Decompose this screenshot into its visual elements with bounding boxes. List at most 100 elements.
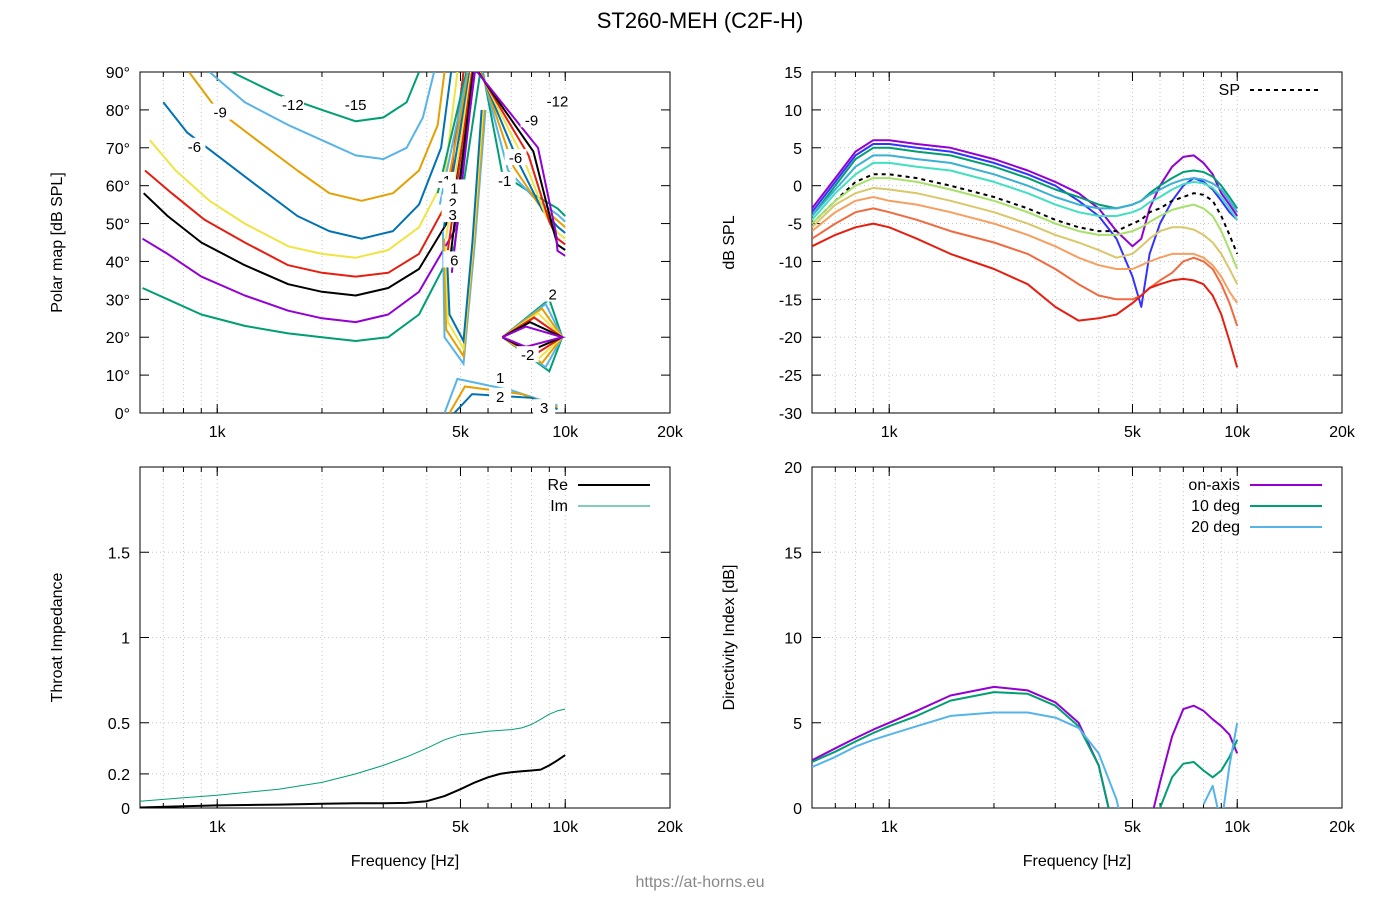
impedance-x-tick-label: 1k (209, 819, 227, 836)
directivity-y-tick-label: 0 (793, 801, 802, 818)
contour-label: 3 (540, 400, 548, 417)
spl-series-40-deg (812, 161, 1239, 221)
contour-notch (441, 109, 487, 367)
contour-label-bg (516, 346, 539, 363)
spl-panel: 1k 5k 10k 20k -30 -25 -20 -15 -10 -5 0 5 10 15 dB SPL S… (721, 65, 1356, 441)
polar-y-tick-label: 70° (106, 141, 130, 158)
polar-y-tick-label: 20° (106, 330, 130, 347)
spl-y-tick-label: -10 (779, 254, 802, 271)
spl-series-10-deg (812, 143, 1238, 308)
impedance-legend-label: Im (550, 498, 568, 515)
contour-label-bg (441, 205, 464, 222)
spl-y-tick-label: -20 (779, 330, 802, 347)
spl-x-tick-label: 1k (881, 424, 899, 441)
contour-level-3 (142, 72, 482, 342)
contour-label: 6 (450, 252, 458, 269)
polar-y-tick-label: 10° (106, 368, 130, 385)
contour-label-bg (489, 387, 512, 404)
contour-label: 1 (450, 180, 458, 197)
directivity-x-tick-label: 1k (881, 819, 899, 836)
contour-label: -6 (188, 139, 201, 156)
directivity-y-tick-label: 5 (793, 716, 802, 733)
polar-y-tick-label: 40° (106, 254, 130, 271)
spl-series-50-deg (812, 177, 1239, 270)
contour-level--15 (231, 72, 420, 123)
contour-label-bg (281, 96, 304, 113)
contour-label-bg (541, 285, 564, 302)
directivity-x-tick-label: 5k (1124, 819, 1142, 836)
directivity-plot-border (811, 466, 1343, 809)
spl-y-tick-label: 10 (784, 103, 802, 120)
contour-label-bg (520, 111, 543, 128)
contour-label: -9 (525, 112, 538, 129)
contour-island (501, 325, 566, 348)
contour-level--9 (188, 72, 446, 202)
figure-title: ST260-MEH (C2F-H) (597, 8, 804, 33)
contour-label: -15 (345, 97, 367, 114)
contour-level--12 (208, 72, 436, 161)
contour-label-bg (489, 368, 512, 385)
contour-lobe (446, 72, 566, 251)
impedance-x-axis-label: Frequency [Hz] (351, 853, 459, 870)
impedance-y-tick-label: 0 (121, 801, 130, 818)
spl-series-30-deg (812, 154, 1239, 217)
contour-lobe (438, 72, 566, 223)
directivity-series-10-deg (812, 691, 1239, 808)
contour-label-bg (183, 137, 206, 154)
impedance-y-axis-label: Throat Impedance (49, 572, 66, 702)
directivity-x-tick-label: 10k (1224, 819, 1251, 836)
directivity-series-on-axis (812, 685, 1239, 808)
contour-label-bg (546, 92, 569, 109)
impedance-y-tick-label: 0.5 (108, 716, 130, 733)
spl-series-sp (812, 173, 1239, 255)
impedance-y-tick-label: 0.2 (108, 767, 130, 784)
polar-map-panel: 1k 5k 10k 20k 0° 10° 20° 30° 40° 50° 60° 70° 80° 90° P… (49, 65, 684, 441)
spl-y-tick-label: -5 (788, 217, 802, 234)
directivity-legend-label: 20 deg (1191, 519, 1240, 536)
impedance-series-re (140, 754, 566, 808)
contour-level--6 (162, 72, 453, 240)
impedance-plot-border (139, 466, 671, 809)
spl-x-tick-label: 5k (1124, 424, 1142, 441)
spl-plot-border (811, 71, 1343, 414)
directivity-x-tick-label: 20k (1329, 819, 1356, 836)
contour-label: 1 (496, 370, 504, 387)
impedance-legend-label: Re (548, 477, 569, 494)
contour-lobe (450, 72, 566, 273)
spl-x-tick-label: 20k (1329, 424, 1356, 441)
contour-level-2 (141, 72, 476, 324)
spl-y-tick-label: 15 (784, 65, 802, 82)
directivity-y-tick-label: 15 (784, 545, 802, 562)
polar-y-tick-label: 0° (115, 406, 130, 423)
contour-label-bg (493, 171, 516, 188)
contour-level-0 (144, 72, 465, 278)
impedance-y-tick-label: 1 (121, 631, 130, 648)
contour-label: -12 (547, 93, 569, 110)
contour-label: -9 (214, 105, 227, 122)
spl-series-70-deg (812, 196, 1239, 304)
spl-series-60-deg (812, 186, 1239, 285)
polar-y-tick-label: 60° (106, 179, 130, 196)
polar-y-tick-label: 30° (106, 292, 130, 309)
directivity-legend-label: on-axis (1188, 477, 1240, 494)
contour-lobe (440, 72, 566, 229)
spl-y-tick-label: -15 (779, 292, 802, 309)
impedance-x-tick-label: 20k (657, 819, 684, 836)
polar-x-tick-label: 10k (552, 424, 579, 441)
directivity-y-tick-label: 20 (784, 460, 802, 477)
impedance-x-tick-label: 10k (552, 819, 579, 836)
polar-y-tick-label: 50° (106, 217, 130, 234)
directivity-index-panel: 1k 5k 10k 20k 0 5 10 15 20 Directivity Index [dB]… (721, 460, 1356, 870)
contour-label: 2 (548, 287, 556, 304)
polar-x-tick-label: 5k (452, 424, 470, 441)
directivity-y-axis-label: Directivity Index [dB] (721, 565, 738, 711)
contour-level--3 (149, 72, 459, 259)
spl-y-axis-label: dB SPL (721, 215, 738, 269)
spl-series-80-deg (812, 207, 1239, 327)
contour-label-bg (209, 103, 232, 120)
directivity-x-axis-label: Frequency [Hz] (1023, 853, 1131, 870)
source-url[interactable]: https://at-horns.eu (636, 874, 765, 891)
contour-label: 2 (449, 196, 457, 213)
contour-label: -1 (498, 173, 511, 190)
contour-label: -6 (509, 150, 522, 167)
